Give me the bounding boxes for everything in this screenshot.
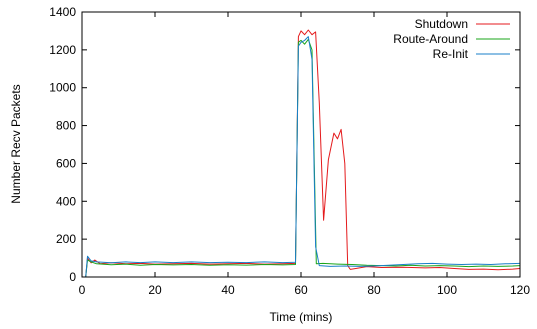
x-tick-label: 60 bbox=[294, 283, 308, 297]
y-tick-label: 0 bbox=[69, 270, 76, 284]
x-tick-label: 120 bbox=[510, 283, 530, 297]
legend-label: Route-Around bbox=[393, 32, 468, 46]
x-axis-label: Time (mins) bbox=[270, 310, 333, 324]
y-tick-label: 200 bbox=[56, 232, 76, 246]
x-tick-label: 80 bbox=[367, 283, 381, 297]
series-line-route-around bbox=[82, 38, 521, 278]
y-axis: 0 200 400 600 800 1000 1200 1400 bbox=[49, 5, 520, 284]
legend-label: Re-Init bbox=[433, 47, 469, 61]
y-tick-label: 1400 bbox=[49, 5, 76, 19]
x-tick-label: 40 bbox=[221, 283, 235, 297]
y-axis-label: Number Recv Packets bbox=[9, 84, 23, 203]
x-tick-label: 0 bbox=[79, 283, 86, 297]
legend-label: Shutdown bbox=[415, 17, 468, 31]
y-tick-label: 1000 bbox=[49, 81, 76, 95]
plot-lines bbox=[82, 29, 521, 278]
x-axis: 0 20 40 60 80 100 120 bbox=[79, 12, 530, 297]
y-tick-label: 600 bbox=[56, 156, 76, 170]
y-tick-label: 1200 bbox=[49, 43, 76, 57]
series-line-re-init bbox=[82, 36, 521, 278]
y-tick-label: 800 bbox=[56, 119, 76, 133]
y-tick-label: 400 bbox=[56, 194, 76, 208]
x-tick-label: 100 bbox=[437, 283, 457, 297]
x-tick-label: 20 bbox=[148, 283, 162, 297]
series-line-shutdown bbox=[82, 29, 521, 278]
